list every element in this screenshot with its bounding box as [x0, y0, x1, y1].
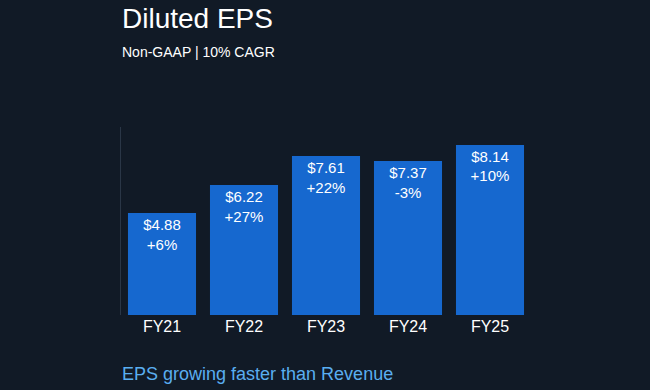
svg-text:FY23: FY23 — [307, 318, 345, 335]
svg-text:$7.37-3%: $7.37-3% — [389, 164, 427, 201]
svg-text:$6.22+27%: $6.22+27% — [225, 188, 264, 225]
svg-text:$8.14+10%: $8.14+10% — [471, 148, 510, 185]
svg-text:EPS growing faster than Revenu: EPS growing faster than Revenue — [122, 364, 393, 384]
svg-text:$7.61+22%: $7.61+22% — [307, 159, 346, 196]
svg-text:FY22: FY22 — [225, 318, 263, 335]
svg-text:$4.88+6%: $4.88+6% — [143, 216, 181, 253]
svg-text:FY24: FY24 — [389, 318, 427, 335]
svg-text:Diluted EPS: Diluted EPS — [122, 3, 273, 34]
svg-text:Non-GAAP | 10% CAGR: Non-GAAP | 10% CAGR — [122, 44, 275, 60]
svg-text:FY21: FY21 — [143, 318, 181, 335]
svg-text:FY25: FY25 — [471, 318, 509, 335]
